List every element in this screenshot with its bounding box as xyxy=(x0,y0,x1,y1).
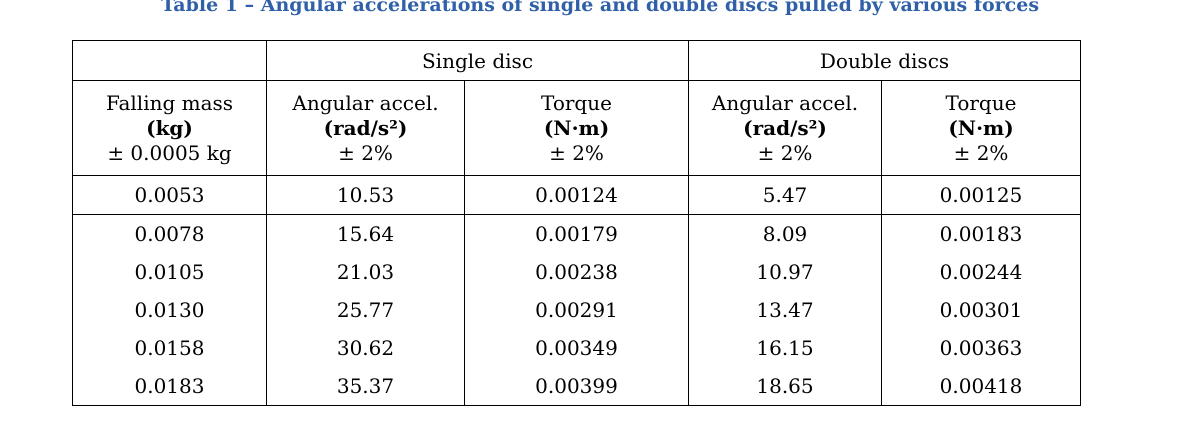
header-unit: (rad/s²) xyxy=(323,115,408,140)
header-unit: (N·m) xyxy=(948,115,1014,140)
cell-single-angular-accel: 21.03 xyxy=(266,253,465,291)
header-uncertainty: ± 2% xyxy=(549,140,604,165)
cell-falling-mass: 0.0105 xyxy=(72,253,267,291)
table-row: 0.0158 30.62 0.00349 16.15 0.00363 xyxy=(72,329,1082,367)
header-name: Torque xyxy=(945,90,1017,115)
column-header-double-torque: Torque (N·m) ± 2% xyxy=(881,80,1082,176)
column-header-single-angular-accel: Angular accel. (rad/s²) ± 2% xyxy=(266,80,465,176)
table-row: 0.0105 21.03 0.00238 10.97 0.00244 xyxy=(72,253,1082,291)
results-table: Single disc Double discs Falling mass (k… xyxy=(72,40,1082,406)
cell-single-angular-accel: 30.62 xyxy=(266,329,465,367)
header-name: Falling mass xyxy=(105,90,234,115)
cell-double-angular-accel: 18.65 xyxy=(688,367,883,406)
cell-double-angular-accel: 16.15 xyxy=(688,329,883,367)
group-header-single-disc: Single disc xyxy=(265,40,690,81)
header-name: Angular accel. xyxy=(711,90,859,115)
cell-falling-mass: 0.0078 xyxy=(72,214,267,253)
header-uncertainty: ± 2% xyxy=(953,140,1009,165)
cell-double-angular-accel: 8.09 xyxy=(688,214,883,253)
header-unit: (N·m) xyxy=(543,115,610,140)
cell-single-torque: 0.00291 xyxy=(463,291,690,329)
cell-double-torque: 0.00244 xyxy=(881,253,1082,291)
column-header-double-angular-accel: Angular accel. (rad/s²) ± 2% xyxy=(688,80,883,176)
group-header-double-discs: Double discs xyxy=(688,40,1082,81)
cell-single-torque: 0.00124 xyxy=(463,175,690,215)
header-uncertainty: ± 2% xyxy=(338,140,393,165)
cell-double-torque: 0.00418 xyxy=(881,367,1082,406)
cell-single-angular-accel: 10.53 xyxy=(266,175,465,215)
cell-single-angular-accel: 35.37 xyxy=(266,367,465,406)
cell-falling-mass: 0.0130 xyxy=(72,291,267,329)
cell-single-angular-accel: 15.64 xyxy=(266,214,465,253)
header-uncertainty: ± 2% xyxy=(757,140,813,165)
cell-falling-mass: 0.0183 xyxy=(72,367,267,406)
header-name: Angular accel. xyxy=(292,90,439,115)
column-header-single-torque: Torque (N·m) ± 2% xyxy=(463,80,690,176)
cell-double-angular-accel: 5.47 xyxy=(688,175,883,215)
empty-header-cell xyxy=(72,40,267,81)
cell-single-torque: 0.00179 xyxy=(463,214,690,253)
cell-falling-mass: 0.0158 xyxy=(72,329,267,367)
header-name: Torque xyxy=(541,90,612,115)
cell-single-angular-accel: 25.77 xyxy=(266,291,465,329)
cell-double-angular-accel: 10.97 xyxy=(688,253,883,291)
cell-double-torque: 0.00301 xyxy=(881,291,1082,329)
cell-single-torque: 0.00349 xyxy=(463,329,690,367)
group-header-row: Single disc Double discs xyxy=(72,40,1082,81)
header-unit: (rad/s²) xyxy=(743,115,827,140)
cell-single-torque: 0.00399 xyxy=(463,367,690,406)
header-uncertainty: ± 0.0005 kg xyxy=(107,140,232,165)
table-row: 0.0078 15.64 0.00179 8.09 0.00183 xyxy=(72,214,1082,253)
table-row: 0.0053 10.53 0.00124 5.47 0.00125 xyxy=(72,175,1082,215)
header-unit: (kg) xyxy=(146,115,193,140)
table-caption: Table 1 – Angular accelerations of singl… xyxy=(160,0,1040,16)
cell-double-angular-accel: 13.47 xyxy=(688,291,883,329)
cell-double-torque: 0.00125 xyxy=(881,175,1082,215)
cell-falling-mass: 0.0053 xyxy=(72,175,267,215)
column-header-falling-mass: Falling mass (kg) ± 0.0005 kg xyxy=(72,80,267,176)
cell-double-torque: 0.00183 xyxy=(881,214,1082,253)
cell-single-torque: 0.00238 xyxy=(463,253,690,291)
cell-double-torque: 0.00363 xyxy=(881,329,1082,367)
table-row: 0.0130 25.77 0.00291 13.47 0.00301 xyxy=(72,291,1082,329)
table-row: 0.0183 35.37 0.00399 18.65 0.00418 xyxy=(72,367,1082,406)
column-header-row: Falling mass (kg) ± 0.0005 kg Angular ac… xyxy=(72,80,1082,176)
